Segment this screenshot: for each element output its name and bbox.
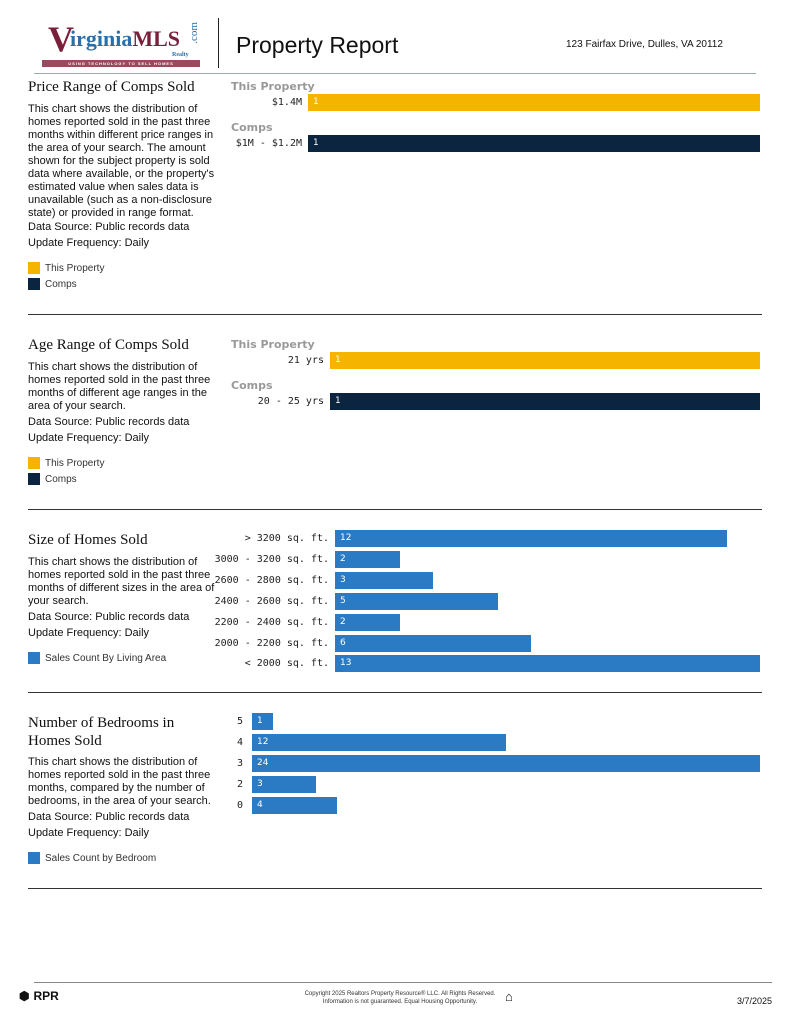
bar: 24 [252, 755, 760, 772]
bar: 13 [335, 655, 760, 673]
section-divider [28, 314, 762, 315]
section-divider [28, 888, 762, 889]
header-rule [34, 73, 756, 74]
section-description: This chart shows the distribution of hom… [28, 756, 211, 807]
legend-swatch [28, 473, 40, 485]
legend-label: Sales Count By Living Area [45, 652, 167, 664]
bar-label: 2200 - 2400 sq. ft. [214, 616, 329, 628]
legend-swatch [28, 652, 40, 664]
bar: 4 [252, 797, 337, 814]
legend-item: Sales Count by Bedroom [28, 852, 156, 864]
update-frequency: Update Frequency: Daily [28, 432, 150, 444]
bar: 1 [308, 94, 760, 111]
bar: 12 [335, 530, 728, 547]
section-description: This chart shows the distribution of hom… [28, 556, 215, 607]
legend-item: Comps [28, 473, 77, 485]
bar: 2 [335, 550, 401, 568]
footer-rule [34, 982, 772, 983]
section-description: This chart shows the distribution of hom… [28, 103, 215, 219]
group-header: Comps [231, 379, 273, 392]
bar: 5 [335, 592, 499, 610]
legend-item: Comps [28, 278, 77, 290]
bar-label: < 2000 sq. ft. [244, 658, 329, 670]
bar-label: $1M - $1.2M [235, 138, 302, 149]
bar-label: 2000 - 2200 sq. ft. [214, 637, 329, 649]
legend-swatch [28, 262, 40, 274]
bar-label: 3000 - 3200 sq. ft. [214, 553, 329, 565]
legend-swatch [28, 457, 40, 469]
equal-housing-icon: ⌂ [505, 989, 513, 1004]
data-source: Data Source: Public records data [28, 221, 190, 233]
page-title: Property Report [236, 32, 399, 58]
section-title: Price Range of Comps Sold [28, 79, 195, 95]
update-frequency: Update Frequency: Daily [28, 827, 150, 839]
header-separator [218, 18, 219, 68]
rpr-icon: ⬢ [19, 989, 30, 1003]
group-header: This Property [231, 338, 315, 351]
logo-tagline: USING TECHNOLOGY TO SELL HOMES [42, 60, 200, 67]
bar-label: 0 [237, 800, 244, 811]
bar: 2 [335, 613, 401, 631]
legend-item: Sales Count By Living Area [28, 652, 166, 664]
bar: 1 [330, 352, 760, 369]
bar: 3 [335, 571, 434, 589]
bar: 3 [252, 776, 316, 793]
legend-swatch [28, 852, 40, 864]
bar-label: > 3200 sq. ft. [244, 533, 329, 544]
property-address: 123 Fairfax Drive, Dulles, VA 20112 [566, 39, 723, 50]
update-frequency: Update Frequency: Daily [28, 627, 150, 639]
data-source: Data Source: Public records data [28, 811, 190, 823]
section-divider [28, 692, 762, 693]
bar: 1 [330, 393, 760, 410]
bar-label: 2600 - 2800 sq. ft. [214, 574, 329, 586]
bar: 6 [335, 634, 532, 652]
section-description: This chart shows the distribution of hom… [28, 361, 211, 412]
data-source: Data Source: Public records data [28, 416, 190, 428]
report-date: 3/7/2025 [737, 996, 773, 1006]
bar-label: 2400 - 2600 sq. ft. [214, 595, 329, 607]
legend-item: This Property [28, 457, 104, 469]
bar-label: 4 [237, 737, 244, 748]
section-divider [28, 509, 762, 510]
disclaimer-text: Information is not guaranteed. Equal Hou… [322, 999, 478, 1005]
rpr-brand: RPR [33, 989, 59, 1003]
data-source: Data Source: Public records data [28, 611, 190, 623]
section-title: Size of Homes Sold [28, 532, 148, 548]
copyright: Copyright 2025 Realtors Property Resourc… [290, 990, 510, 1006]
group-header: This Property [231, 80, 315, 93]
legend-label: This Property [45, 457, 105, 469]
bar: 1 [252, 713, 274, 730]
copyright-text: Copyright 2025 Realtors Property Resourc… [304, 991, 496, 997]
legend-label: Sales Count by Bedroom [45, 852, 157, 864]
bar-label: 2 [237, 779, 244, 790]
group-header: Comps [231, 121, 273, 134]
legend-label: Comps [45, 278, 77, 290]
bar: 1 [308, 135, 760, 152]
section-title: Age Range of Comps Sold [28, 337, 189, 353]
section-title: Number of Bedrooms in Homes Sold [28, 715, 175, 749]
bar-label: 21 yrs [287, 355, 324, 366]
legend-label: This Property [45, 262, 105, 274]
bar-label: $1.4M [271, 97, 302, 108]
legend-swatch [28, 278, 40, 290]
bar-label: 3 [237, 758, 244, 769]
update-frequency: Update Frequency: Daily [28, 237, 150, 249]
rpr-logo: ⬢ RPR [19, 989, 59, 1003]
bar-label: 20 - 25 yrs [257, 396, 324, 407]
bar-label: 5 [237, 716, 244, 727]
legend-item: This Property [28, 262, 104, 274]
bar: 12 [252, 734, 506, 751]
legend-label: Comps [45, 473, 77, 485]
